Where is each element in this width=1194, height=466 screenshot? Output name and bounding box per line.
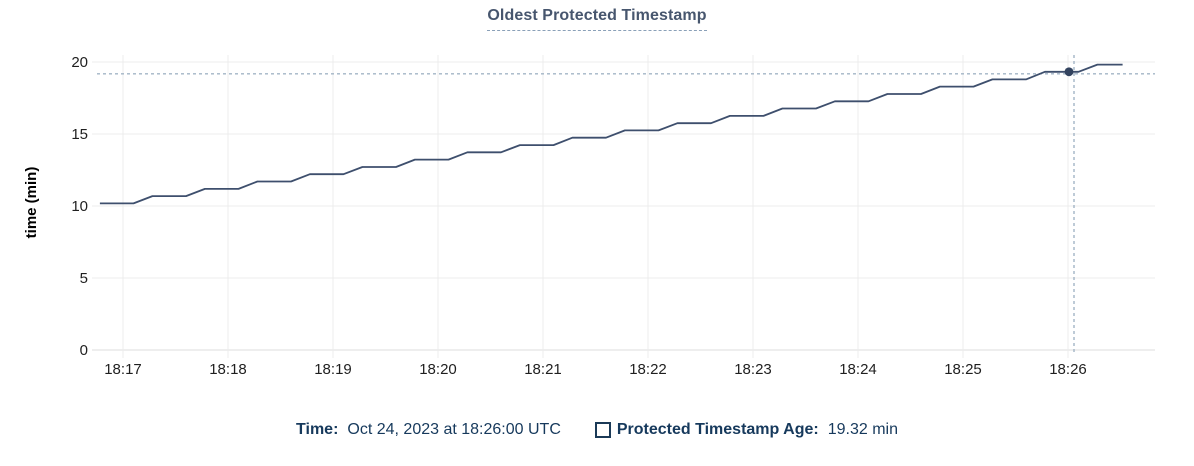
y-tick-label: 10 [71, 198, 88, 215]
x-tick-label: 18:25 [944, 361, 982, 378]
legend-time-value: Oct 24, 2023 at 18:26:00 UTC [347, 421, 561, 438]
y-tick-label: 0 [80, 342, 88, 359]
x-tick-label: 18:20 [419, 361, 457, 378]
chart-title[interactable]: Oldest Protected Timestamp [487, 7, 707, 31]
legend-time-label: Time: [296, 421, 339, 438]
chart-title-row: Oldest Protected Timestamp [0, 7, 1194, 31]
y-tick-label: 20 [71, 54, 88, 71]
chart-legend: Time: Oct 24, 2023 at 18:26:00 UTC Prote… [0, 421, 1194, 439]
series-line [99, 63, 1123, 205]
y-tick-label: 15 [71, 126, 88, 143]
y-tick-label: 5 [80, 270, 88, 287]
timeseries-chart[interactable]: 0 5 10 15 20 18:17 18:18 18:19 18:20 18:21 18:22 18… [0, 0, 1194, 402]
legend-time-group: Time: Oct 24, 2023 at 18:26:00 UTC [296, 421, 561, 439]
x-tick-label: 18:22 [629, 361, 667, 378]
highlight-dot [1064, 67, 1074, 77]
y-axis-title: time (min) [23, 167, 40, 239]
legend-series-label: Protected Timestamp Age: [616, 421, 819, 438]
legend-series-value: 19.32 min [827, 421, 898, 438]
x-tick-label: 18:17 [104, 361, 142, 378]
legend-series-toggle[interactable]: Protected Timestamp Age: 19.32 min [594, 421, 898, 439]
series-checkbox-icon[interactable] [594, 422, 611, 438]
x-tick-label: 18:24 [839, 361, 877, 378]
x-tick-label: 18:23 [734, 361, 772, 378]
x-tick-label: 18:21 [524, 361, 562, 378]
x-tick-label: 18:19 [314, 361, 352, 378]
x-tick-label: 18:26 [1049, 361, 1087, 378]
x-tick-label: 18:18 [209, 361, 247, 378]
